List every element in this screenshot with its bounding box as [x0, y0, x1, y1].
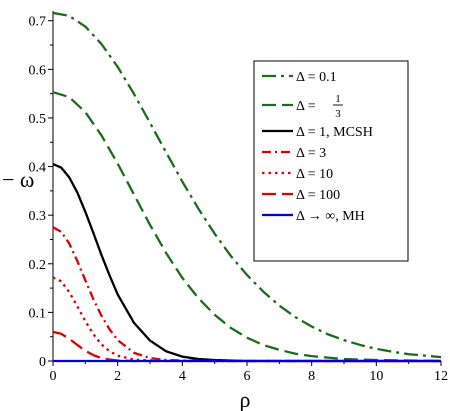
x-tick-label: 10 — [369, 369, 383, 384]
x-tick-label: 12 — [434, 369, 448, 384]
series-line-0 — [52, 11, 442, 359]
legend-value: 100 — [319, 188, 340, 203]
legend-item: Δ = 100 — [262, 188, 340, 203]
legend-value: 10 — [319, 167, 333, 182]
legend-fraction-denominator: 3 — [335, 108, 341, 120]
legend-prefix: Δ = — [296, 99, 316, 114]
legend-prefix: Δ = — [296, 167, 319, 182]
legend-prefix: Δ = — [296, 188, 319, 203]
legend-item: Δ = 10 — [262, 167, 333, 182]
x-tick-label: 4 — [179, 369, 186, 384]
legend-prefix: Δ → — [296, 209, 325, 224]
legend-box — [253, 60, 409, 262]
legend-item: Δ = 3 — [262, 146, 326, 161]
y-tick-label: 0.4 — [29, 161, 47, 176]
legend-item: Δ → ∞, MH — [262, 209, 365, 224]
legend-label: Δ = 100 — [296, 188, 340, 203]
legend-suffix: , MCSH — [326, 125, 373, 140]
y-tick-label: 0.5 — [29, 112, 47, 127]
y-tick-label: 0.6 — [29, 63, 47, 78]
legend-value: ∞ — [325, 209, 335, 224]
legend-label-fraction: Δ = — [296, 99, 316, 114]
plot-series — [52, 11, 442, 363]
legend-item: Δ = 1 3 — [262, 93, 343, 120]
x-axis-label: ρ — [240, 387, 251, 411]
axis-labels: ρ − ω — [2, 167, 251, 411]
x-tick-label: 2 — [114, 369, 121, 384]
legend-prefix: Δ = — [296, 146, 319, 161]
legend-prefix: Δ = — [296, 70, 319, 85]
y-tick-label: 0.2 — [29, 258, 47, 273]
y-tick-label: 0.1 — [29, 306, 47, 321]
legend-label: Δ = 1, MCSH — [296, 125, 373, 140]
legend-label: Δ → ∞, MH — [296, 209, 365, 224]
x-tick-label: 0 — [50, 369, 57, 384]
series-line-4 — [52, 276, 441, 363]
legend-label: Δ = 10 — [296, 167, 333, 182]
legend-item: Δ = 1, MCSH — [262, 125, 373, 140]
legend-value: 3 — [319, 146, 326, 161]
legend-fraction-numerator: 1 — [335, 93, 341, 105]
legend-label: Δ = 3 — [296, 146, 326, 161]
series-line-5 — [52, 330, 441, 363]
legend-suffix: , MH — [335, 209, 365, 224]
legend-prefix: Δ = — [296, 125, 319, 140]
legend-value: 1 — [319, 125, 326, 140]
x-tick-label: 8 — [308, 369, 315, 384]
series-line-1 — [52, 91, 442, 363]
legend-item: Δ = 0.1 — [262, 70, 337, 85]
y-tick-label: 0 — [39, 355, 46, 370]
y-axis-label: − ω — [2, 167, 34, 192]
legend-label: Δ = 0.1 — [296, 70, 337, 85]
legend-value: 0.1 — [319, 70, 337, 85]
y-tick-label: 0.7 — [29, 15, 47, 30]
y-tick-label: 0.3 — [29, 209, 47, 224]
x-tick-label: 6 — [244, 369, 251, 384]
